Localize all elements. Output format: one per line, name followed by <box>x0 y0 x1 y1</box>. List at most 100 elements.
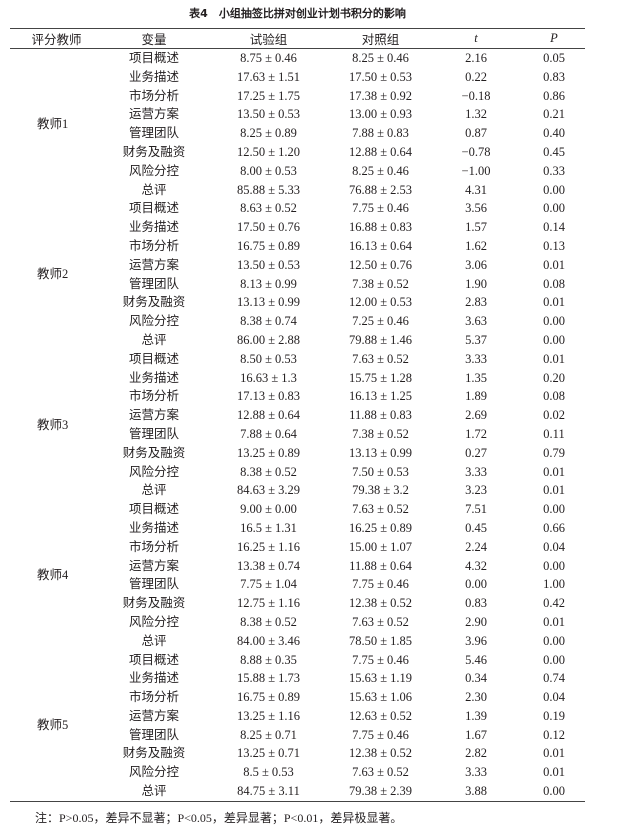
control-cell: 7.38 ± 0.52 <box>352 276 409 291</box>
table-row: 风险分控 8.38 ± 0.52 7.63 ± 0.52 2.90 0.01 <box>10 613 585 632</box>
p-cell: 0.04 <box>543 690 565 705</box>
variable-cell: 管理团队 <box>128 727 179 742</box>
control-cell: 12.88 ± 0.64 <box>348 144 413 159</box>
control-cell: 7.75 ± 0.46 <box>352 652 409 667</box>
control-cell: 7.38 ± 0.52 <box>352 426 409 441</box>
t-cell: 3.88 <box>465 784 487 799</box>
control-cell: 12.38 ± 0.52 <box>348 596 413 611</box>
control-cell: 79.38 ± 3.2 <box>352 483 409 498</box>
control-cell: 13.13 ± 0.99 <box>348 445 413 460</box>
p-cell: 0.14 <box>543 220 565 235</box>
p-cell: 0.01 <box>543 614 565 629</box>
p-cell: 0.83 <box>543 69 565 84</box>
experimental-cell: 15.88 ± 1.73 <box>236 671 301 686</box>
variable-cell: 市场分析 <box>128 88 179 103</box>
t-cell: 7.51 <box>465 502 487 517</box>
teacher-cell: 教师3 <box>37 417 69 432</box>
table-row: 管理团队 7.75 ± 1.04 7.75 ± 0.46 0.00 1.00 <box>10 575 585 594</box>
experimental-cell: 13.50 ± 0.53 <box>236 257 301 272</box>
t-cell: 5.37 <box>465 332 487 347</box>
control-cell: 12.50 ± 0.76 <box>348 257 413 272</box>
variable-cell: 市场分析 <box>128 690 179 705</box>
control-cell: 12.63 ± 0.52 <box>348 708 413 723</box>
p-cell: 0.12 <box>543 727 565 742</box>
table-row: 运营方案 13.25 ± 1.16 12.63 ± 0.52 1.39 0.19 <box>10 707 585 726</box>
t-cell: 3.63 <box>465 314 487 329</box>
p-cell: 0.00 <box>543 652 565 667</box>
control-cell: 11.88 ± 0.64 <box>349 558 412 573</box>
experimental-cell: 13.25 ± 0.89 <box>236 445 301 460</box>
variable-cell: 运营方案 <box>128 558 179 573</box>
p-cell: 0.45 <box>543 144 565 159</box>
p-cell: 0.00 <box>543 182 565 197</box>
p-cell: 0.13 <box>543 238 565 253</box>
variable-cell: 风险分控 <box>128 314 179 329</box>
teacher-cell: 教师4 <box>37 567 69 582</box>
variable-cell: 市场分析 <box>128 238 179 253</box>
control-cell: 7.63 ± 0.52 <box>352 502 409 517</box>
control-cell: 16.13 ± 1.25 <box>348 389 413 404</box>
table-row: 教师3 项目概述 8.50 ± 0.53 7.63 ± 0.52 3.33 0.01 <box>10 350 585 432</box>
table-row: 业务描述 15.88 ± 1.73 15.63 ± 1.19 0.34 0.74 <box>10 669 585 688</box>
t-cell: 1.72 <box>465 426 487 441</box>
p-cell: 0.01 <box>543 464 565 479</box>
table-row: 总评 84.63 ± 3.29 79.38 ± 3.2 3.23 0.01 <box>10 481 585 500</box>
control-cell: 16.25 ± 0.89 <box>348 520 413 535</box>
table-row: 管理团队 8.25 ± 0.89 7.88 ± 0.83 0.87 0.40 <box>10 124 585 143</box>
p-cell: 0.66 <box>543 520 565 535</box>
experimental-cell: 16.5 ± 1.31 <box>240 520 297 535</box>
table-row: 管理团队 8.25 ± 0.71 7.75 ± 0.46 1.67 0.12 <box>10 726 585 745</box>
p-cell: 0.33 <box>543 163 565 178</box>
control-cell: 79.88 ± 1.46 <box>348 332 413 347</box>
t-cell: 0.45 <box>465 520 487 535</box>
control-cell: 7.25 ± 0.46 <box>352 314 409 329</box>
t-cell: 2.69 <box>465 408 487 423</box>
control-cell: 76.88 ± 2.53 <box>348 182 413 197</box>
variable-cell: 业务描述 <box>128 370 179 385</box>
variable-cell: 风险分控 <box>128 163 179 178</box>
t-cell: 4.31 <box>465 182 487 197</box>
t-cell: −1.00 <box>461 163 491 178</box>
variable-cell: 业务描述 <box>128 220 179 235</box>
experimental-cell: 8.25 ± 0.71 <box>240 727 297 742</box>
teacher-cell: 教师1 <box>37 116 69 131</box>
variable-cell: 业务描述 <box>128 671 179 686</box>
experimental-cell: 12.75 ± 1.16 <box>236 596 301 611</box>
control-cell: 7.88 ± 0.83 <box>352 126 409 141</box>
t-cell: 2.16 <box>465 51 487 65</box>
variable-cell: 管理团队 <box>128 577 179 592</box>
table-row: 市场分析 16.75 ± 0.89 16.13 ± 0.64 1.62 0.13 <box>10 237 585 256</box>
variable-cell: 业务描述 <box>128 520 179 535</box>
table-row: 财务及融资 13.13 ± 0.99 12.00 ± 0.53 2.83 0.01 <box>10 293 585 312</box>
variable-cell: 风险分控 <box>128 464 179 479</box>
variable-cell: 总评 <box>141 483 167 498</box>
control-cell: 7.75 ± 0.46 <box>352 201 409 216</box>
control-cell: 11.88 ± 0.83 <box>349 408 412 423</box>
experimental-cell: 16.75 ± 0.89 <box>236 690 301 705</box>
experimental-cell: 84.00 ± 3.46 <box>236 633 301 648</box>
header-teacher: 评分教师 <box>31 33 82 47</box>
t-cell: 1.35 <box>465 370 487 385</box>
experimental-cell: 13.25 ± 0.71 <box>236 746 301 761</box>
experimental-cell: 13.13 ± 0.99 <box>236 295 301 310</box>
experimental-cell: 8.5 ± 0.53 <box>243 765 294 780</box>
control-cell: 17.50 ± 0.53 <box>348 69 413 84</box>
experimental-cell: 16.63 ± 1.3 <box>240 370 297 385</box>
variable-cell: 风险分控 <box>128 614 179 629</box>
control-cell: 7.63 ± 0.52 <box>352 765 409 780</box>
experimental-cell: 84.63 ± 3.29 <box>236 483 301 498</box>
variable-cell: 财务及融资 <box>122 596 186 611</box>
table-title: 表4 小组抽签比拼对创业计划书积分的影响 <box>189 7 406 20</box>
p-cell: 0.00 <box>543 201 565 216</box>
table-row: 运营方案 13.50 ± 0.53 13.00 ± 0.93 1.32 0.21 <box>10 105 585 124</box>
p-cell: 1.00 <box>543 577 565 592</box>
t-cell: 1.62 <box>465 238 487 253</box>
experimental-cell: 13.25 ± 1.16 <box>236 708 301 723</box>
t-cell: 3.33 <box>465 464 487 479</box>
p-cell: 0.40 <box>543 126 565 141</box>
experimental-cell: 17.25 ± 1.75 <box>236 88 301 103</box>
experimental-cell: 86.00 ± 2.88 <box>236 332 301 347</box>
p-cell: 0.21 <box>543 107 565 122</box>
variable-cell: 管理团队 <box>128 426 179 441</box>
experimental-cell: 8.88 ± 0.35 <box>240 652 297 667</box>
